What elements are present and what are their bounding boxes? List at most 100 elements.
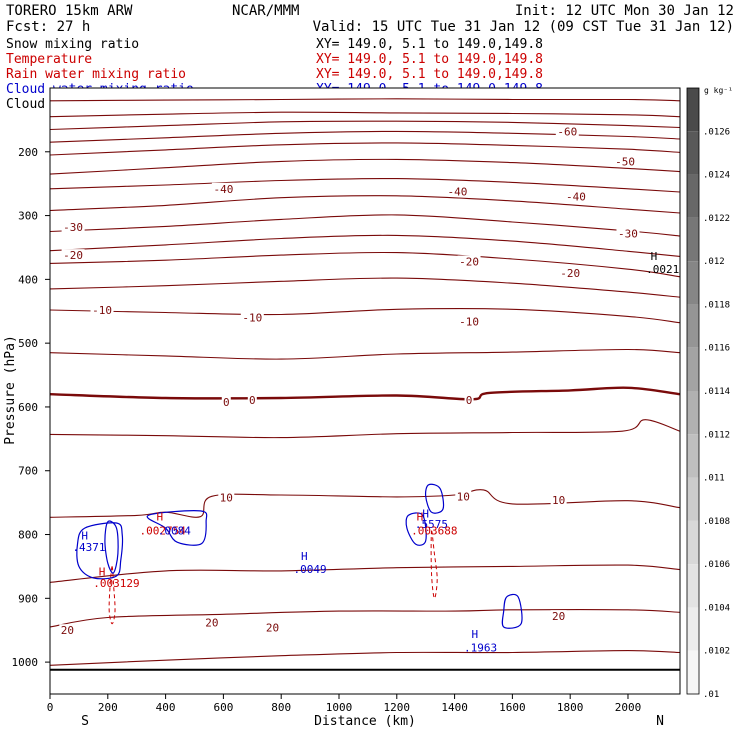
isotherm-label-bg-11 bbox=[240, 311, 264, 323]
legend-field-0: Snow mixing ratio bbox=[6, 37, 139, 52]
colorbar: .0126 .0124 .0122 .012 .0118 .0116 .0114 .0112.… bbox=[686, 87, 730, 700]
isotherm-label-4: -40 bbox=[566, 190, 586, 203]
y-tick-label-2: 400 bbox=[18, 273, 38, 286]
extremum-label-12: .5575 bbox=[415, 518, 448, 531]
extremum-label-4: H bbox=[99, 565, 106, 578]
colorbar-tick-7: .0112 bbox=[703, 430, 730, 440]
isotherm-label-17: 10 bbox=[457, 490, 470, 503]
isotherm-14 bbox=[49, 386, 681, 401]
cloud-water-contour-5 bbox=[501, 593, 523, 629]
rain-contour-0 bbox=[108, 565, 116, 625]
colorbar-tick-5: .0116 bbox=[703, 344, 730, 354]
extremum-label-13: H bbox=[417, 510, 424, 523]
colorbar-swatch-4 bbox=[687, 261, 699, 305]
y-tick-label-1: 300 bbox=[18, 210, 38, 223]
isotherm-7 bbox=[49, 195, 681, 214]
isotherm-label-21: 20 bbox=[266, 622, 279, 635]
colorbar-swatch-8 bbox=[687, 434, 699, 478]
cloud-water-contour-4 bbox=[424, 483, 445, 514]
isotherm-label-bg-2 bbox=[211, 182, 235, 194]
colorbar-swatch-0 bbox=[687, 88, 699, 132]
colorbar-swatch-3 bbox=[687, 217, 699, 262]
isotherm-label-3: -40 bbox=[448, 185, 468, 198]
x-tick-label-6: 1200 bbox=[384, 701, 411, 714]
x-tick-label-4: 800 bbox=[271, 701, 291, 714]
colorbar-swatch-10 bbox=[687, 520, 699, 565]
colorbar-swatch-6 bbox=[687, 347, 699, 391]
colorbar-tick-1: .0124 bbox=[703, 171, 730, 181]
extremum-label-0: H bbox=[651, 250, 658, 263]
y-tick-label-4: 600 bbox=[18, 401, 38, 414]
init-label: Init: 12 UTC Mon 30 Jan 12 bbox=[515, 3, 734, 19]
extremum-label-11: H bbox=[422, 507, 429, 520]
isotherm-label-16: 10 bbox=[220, 492, 233, 505]
isotherm-label-10: -10 bbox=[92, 304, 112, 317]
colorbar-tick-10: .0106 bbox=[703, 560, 730, 570]
isotherm-17 bbox=[49, 564, 681, 583]
y-tick-label-6: 800 bbox=[18, 529, 38, 542]
x-axis: 0 200 400 600 800 1000 1200 1400 1600 1800 2000 bbox=[47, 694, 641, 714]
colorbar-tick-13: .01 bbox=[703, 690, 719, 700]
x-tick-label-2: 400 bbox=[156, 701, 176, 714]
extremum-label-7: .002754 bbox=[140, 525, 187, 538]
isotherm-6 bbox=[49, 178, 681, 193]
x-tick-label-8: 1600 bbox=[499, 701, 526, 714]
y-tick-label-3: 500 bbox=[18, 337, 38, 350]
isotherm-label-bg-21 bbox=[264, 621, 281, 633]
colorbar-tick-3: .012 bbox=[703, 257, 725, 267]
isotherm-label-bg-19 bbox=[59, 624, 76, 636]
colorbar-swatch-5 bbox=[687, 304, 699, 348]
x-tick-label-1: 200 bbox=[98, 701, 118, 714]
isotherm-labels: -60 -50 -40 -40 -40 -30 -30 -20 -20 -20 -10 -10 -10 0… bbox=[59, 125, 640, 637]
isotherm-19 bbox=[49, 650, 681, 666]
isotherm-label-0: -60 bbox=[557, 125, 577, 138]
legend-xy-1: XY= 149.0, 5.1 to 149.0,149.8 bbox=[316, 52, 543, 67]
model-label: TORERO 15km ARW bbox=[6, 3, 133, 19]
isotherm-label-bg-20 bbox=[203, 616, 220, 628]
colorbar-swatch-1 bbox=[687, 131, 699, 175]
colorbar-tick-9: .0108 bbox=[703, 517, 730, 527]
colorbar-unit: g kg⁻¹ bbox=[704, 86, 733, 95]
isotherm-label-bg-15 bbox=[464, 393, 474, 405]
isotherm-label-15: 0 bbox=[466, 394, 473, 407]
extremum-label-14: .003688 bbox=[411, 525, 457, 538]
isotherm-label-11: -10 bbox=[242, 312, 262, 325]
isotherm-label-bg-13 bbox=[221, 395, 231, 407]
isotherm-label-bg-9 bbox=[558, 266, 582, 278]
isotherm-2 bbox=[49, 120, 681, 131]
isotherm-0 bbox=[49, 98, 681, 102]
extremum-label-1: .0021 bbox=[646, 263, 679, 276]
extremum-label-2: H bbox=[81, 530, 88, 543]
rain-water-contours bbox=[108, 530, 438, 625]
isotherm-label-8: -20 bbox=[459, 256, 479, 269]
legend-xy-0: XY= 149.0, 5.1 to 149.0,149.8 bbox=[316, 37, 543, 52]
extremum-label-10: .0049 bbox=[294, 563, 327, 576]
isotherm-label-1: -50 bbox=[615, 155, 635, 168]
isotherm-3 bbox=[49, 130, 681, 143]
isotherm-label-bg-14 bbox=[247, 393, 257, 405]
isotherm-4 bbox=[49, 142, 681, 156]
extremum-label-5: .003129 bbox=[93, 577, 139, 590]
isotherm-label-5: -30 bbox=[63, 221, 83, 234]
legend-field-2: Rain water mixing ratio bbox=[6, 67, 186, 82]
y-tick-label-0: 200 bbox=[18, 146, 38, 159]
isotherm-label-7: -20 bbox=[63, 249, 83, 262]
cloud-water-contours bbox=[76, 483, 523, 629]
extrema-labels: H.0021H.4371H.003129H.002754.0084H.0049H… bbox=[72, 250, 679, 654]
x-tick-label-0: 0 bbox=[47, 701, 54, 714]
isotherm-1 bbox=[49, 111, 681, 118]
isotherm-label-bg-10 bbox=[90, 303, 114, 315]
legend-field-1: Temperature bbox=[6, 52, 92, 67]
cloud-water-contour-0 bbox=[76, 522, 124, 580]
isotherm-13 bbox=[49, 348, 681, 360]
isotherm-label-6: -30 bbox=[618, 227, 638, 240]
temperature-isotherms bbox=[49, 98, 681, 666]
colorbar-tick-6: .0114 bbox=[703, 387, 730, 397]
isotherm-label-bg-12 bbox=[457, 315, 481, 327]
colorbar-tick-2: .0122 bbox=[703, 214, 730, 224]
x-axis-label: Distance (km) bbox=[314, 714, 416, 729]
isotherm-label-12: -10 bbox=[459, 315, 479, 328]
extremum-label-8: .0084 bbox=[158, 525, 191, 538]
colorbar-tick-11: .0104 bbox=[703, 603, 730, 613]
